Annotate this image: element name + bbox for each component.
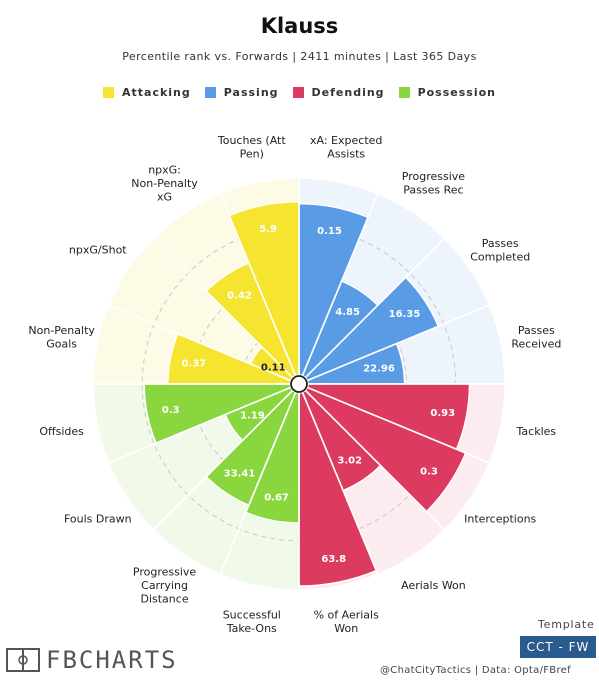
spoke-11 — [152, 389, 294, 531]
page-title: Klauss — [260, 14, 339, 38]
spoke-6 — [307, 386, 490, 464]
center-hub — [290, 375, 308, 393]
value-label-aerials-won: 3.02 — [337, 455, 362, 466]
template-label: Template — [538, 618, 595, 631]
value-label-offsides: 0.3 — [162, 405, 180, 416]
category-label-touches-att-pen: Touches (Att Pen) — [217, 134, 287, 161]
spoke-3 — [304, 237, 446, 379]
value-label-xa-expected-assists: 0.15 — [317, 226, 342, 237]
category-label-successful-take-ons: Successful Take-Ons — [223, 609, 281, 636]
legend-item-possession: Possession — [398, 86, 496, 99]
legend-label-defending: Defending — [311, 86, 385, 99]
value-label-touches-att-pen: 5.9 — [259, 224, 277, 235]
bar-of-aerials-won — [298, 391, 378, 587]
value-label-successful-take-ons: 0.67 — [264, 492, 289, 503]
pitch-icon — [6, 648, 40, 672]
category-label-aerials-won: Aerials Won — [401, 579, 466, 592]
value-label-fouls-drawn: 1.19 — [240, 411, 265, 422]
legend-label-attacking: Attacking — [122, 86, 191, 99]
spoke-2 — [301, 193, 379, 376]
bar-xa-expected-assists — [298, 202, 370, 377]
value-label-tackles: 0.93 — [430, 408, 455, 419]
category-label-npxg-non-penalty-xg: npxG: Non-Penalty xG — [131, 163, 198, 203]
legend-swatch-passing — [204, 87, 216, 98]
legend-swatch-defending — [292, 87, 304, 98]
legend-label-possession: Possession — [417, 86, 496, 99]
legend-item-attacking: Attacking — [103, 86, 191, 99]
value-label-npxg-non-penalty-xg: 0.42 — [227, 290, 252, 301]
category-label-non-penalty-goals: Non-Penalty Goals — [28, 324, 95, 351]
value-label-interceptions: 0.3 — [420, 466, 438, 477]
category-label-npxg-shot: npxG/Shot — [69, 244, 127, 257]
value-label-non-penalty-goals: 0.37 — [182, 359, 207, 370]
spoke-16 — [219, 193, 297, 376]
bar-interceptions — [304, 386, 467, 513]
spoke-8 — [301, 392, 379, 575]
brand-logo: FBCHARTS — [6, 646, 178, 674]
value-label-npxg-shot: 0.11 — [261, 362, 286, 373]
category-label-progressive-passes-rec: Progressive Passes Rec — [402, 170, 466, 197]
category-label-fouls-drawn: Fouls Drawn — [64, 512, 132, 525]
value-label-progressive-carrying-distance: 33.41 — [224, 469, 256, 480]
category-label-of-aerials-won: % of Aerials Won — [314, 609, 380, 636]
legend-swatch-possession — [398, 87, 410, 98]
category-label-tackles: Tackles — [516, 425, 557, 438]
legend-item-defending: Defending — [292, 86, 385, 99]
bar-tackles — [306, 383, 471, 451]
category-label-xa-expected-assists: xA: Expected Assists — [310, 134, 382, 161]
category-label-offsides: Offsides — [39, 425, 84, 438]
spoke-14 — [108, 304, 291, 382]
spoke-4 — [307, 304, 490, 382]
template-badge[interactable]: CCT - FW — [520, 636, 596, 658]
legend-item-passing: Passing — [204, 86, 279, 99]
legend-swatch-attacking — [103, 87, 114, 98]
brand-text: FBCHARTS — [46, 646, 178, 674]
category-label-passes-completed: Passes Completed — [470, 237, 530, 264]
category-label-passes-received: Passes Received — [511, 324, 561, 351]
spoke-10 — [219, 392, 297, 575]
bar-touches-att-pen — [228, 200, 300, 377]
value-label-of-aerials-won: 63.8 — [321, 554, 346, 565]
page-subtitle: Percentile rank vs. Forwards | 2411 minu… — [122, 50, 477, 63]
legend: Attacking Passing Defending Possession — [0, 86, 599, 99]
category-label-interceptions: Interceptions — [464, 512, 536, 525]
category-label-progressive-carrying-distance: Progressive Carrying Distance — [133, 566, 197, 606]
value-label-progressive-passes-rec: 4.85 — [335, 307, 360, 318]
value-label-passes-completed: 16.35 — [389, 309, 421, 320]
legend-label-passing: Passing — [223, 86, 279, 99]
spoke-7 — [304, 389, 446, 531]
spoke-12 — [108, 386, 291, 464]
value-label-passes-received: 22.96 — [363, 364, 395, 375]
spoke-15 — [152, 237, 294, 379]
footer-credit: @ChatCityTactics | Data: Opta/FBref — [380, 665, 571, 676]
